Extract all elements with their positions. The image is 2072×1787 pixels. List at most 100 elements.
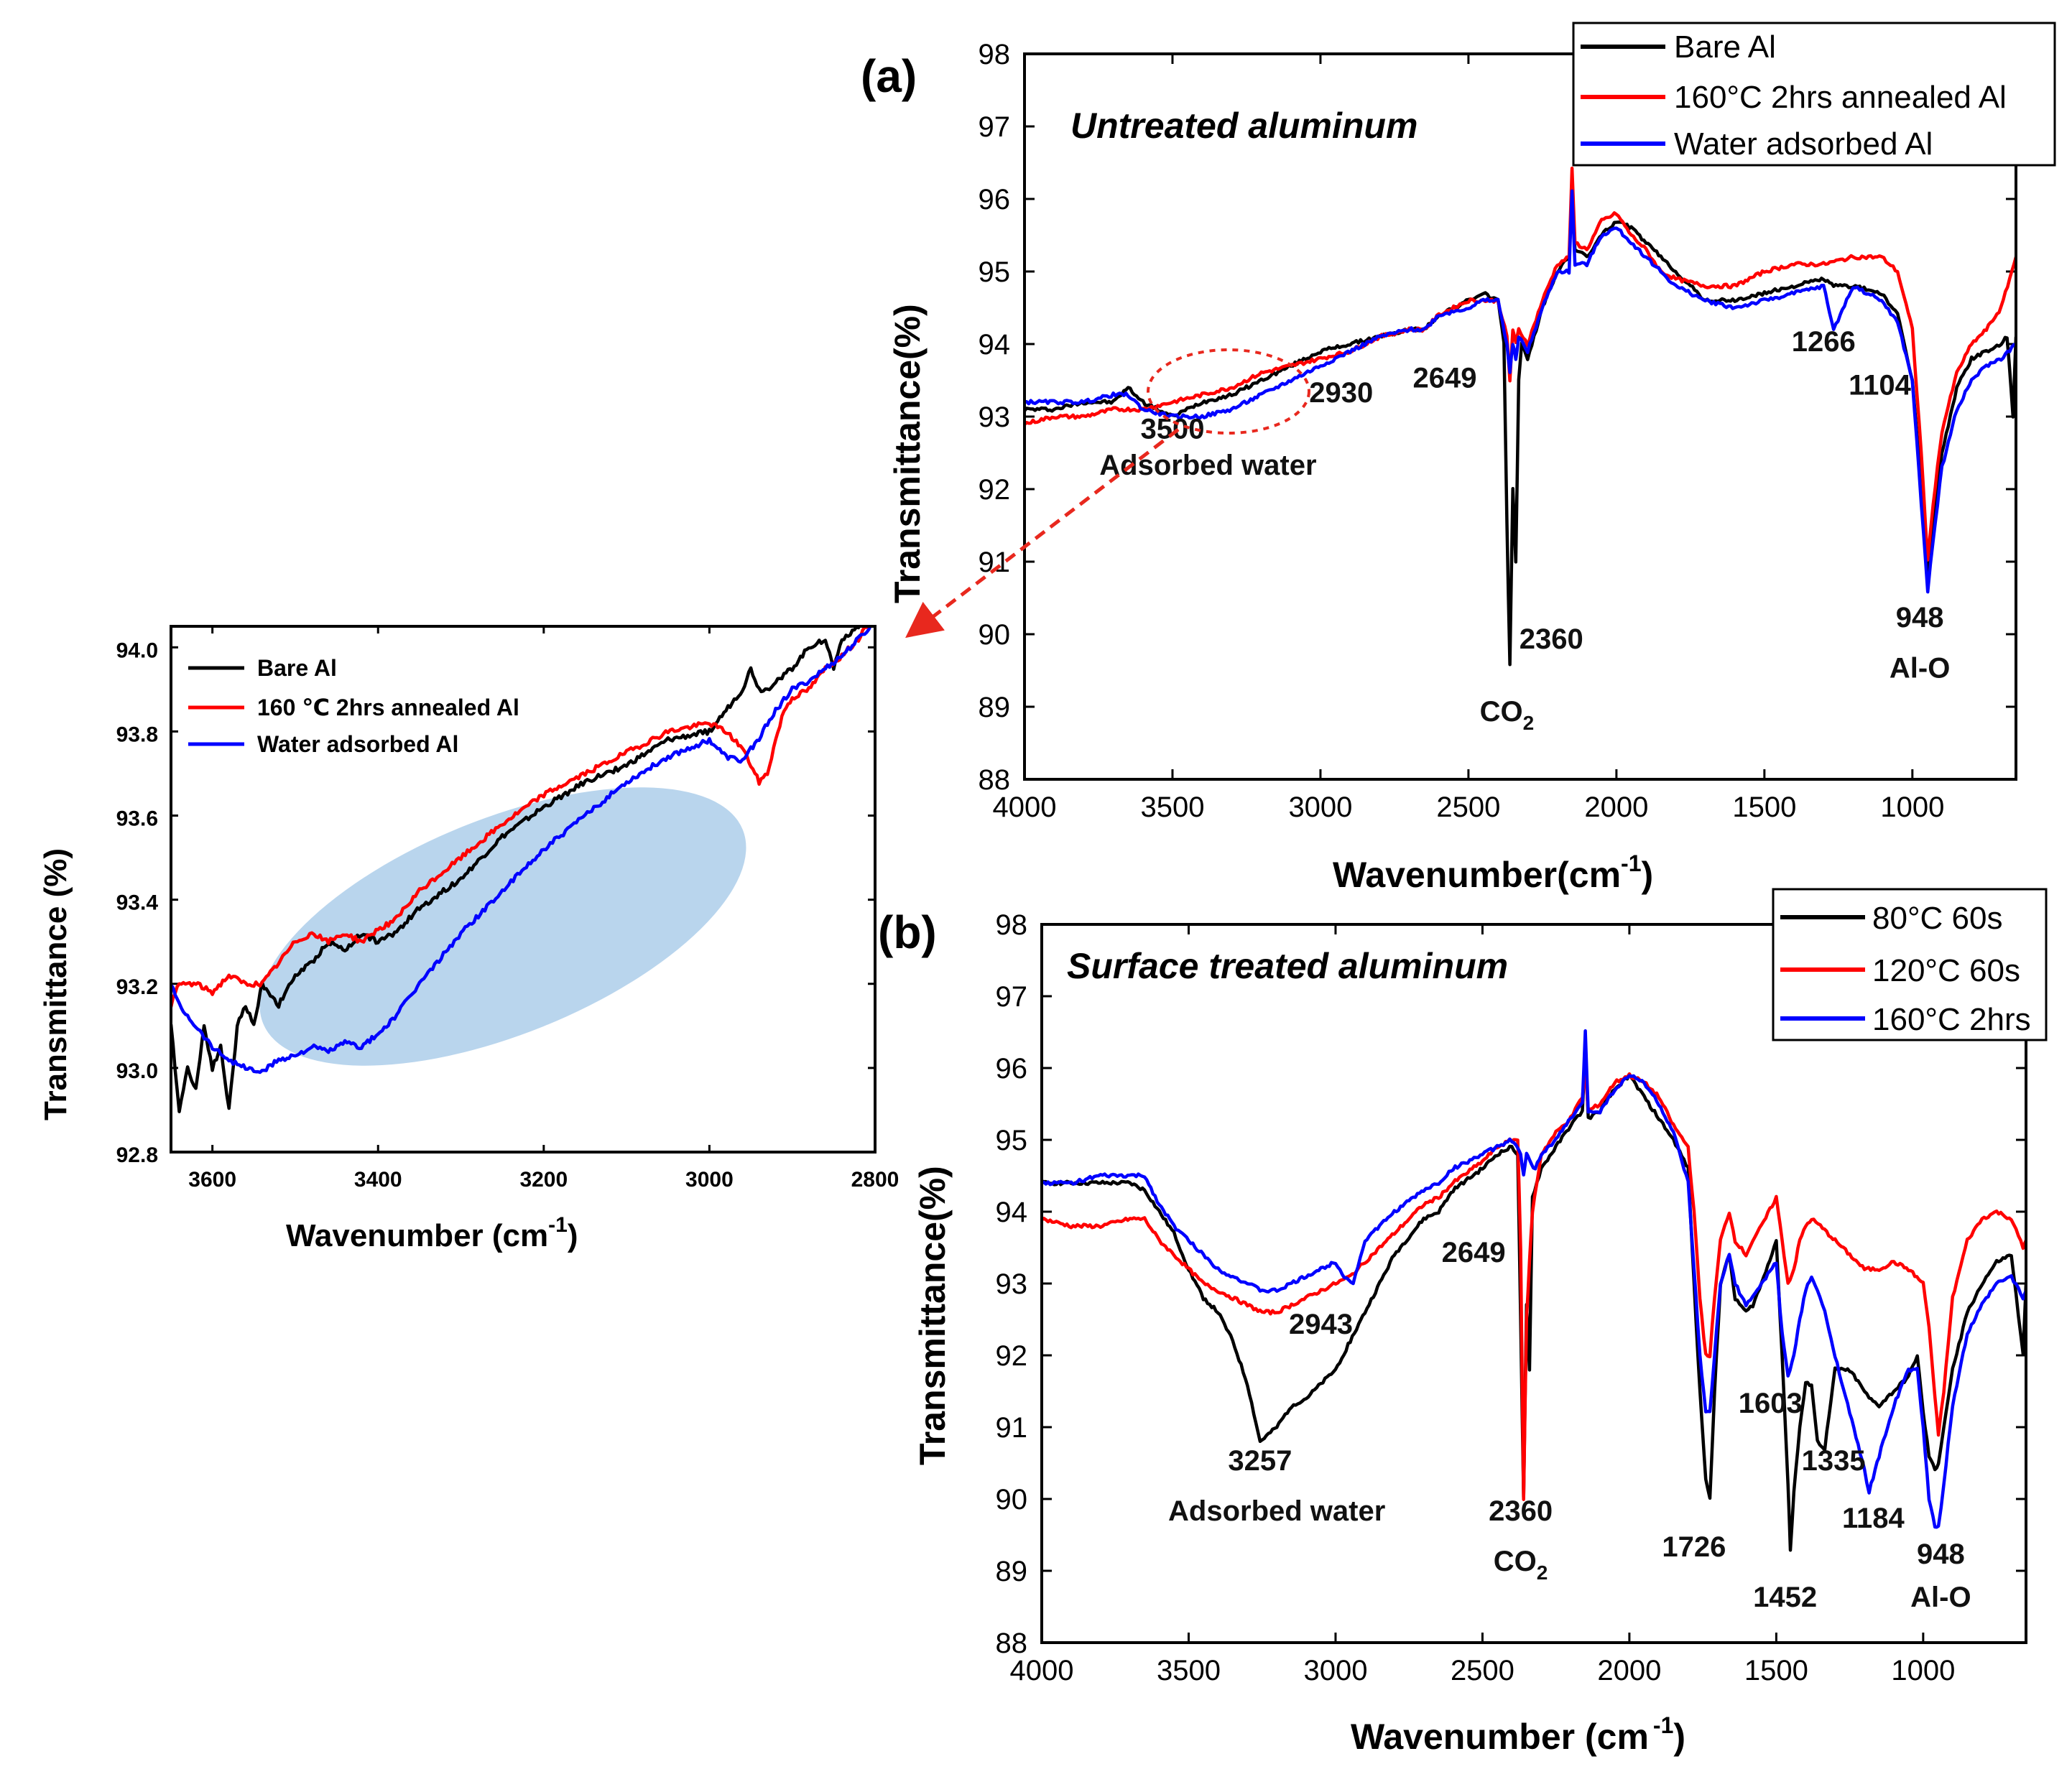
y-tick-label: 97: [979, 111, 1011, 143]
x-tick-label: 2000: [1597, 1655, 1661, 1686]
panel-b-ylabel: Transmittance(%): [912, 1166, 953, 1465]
panel-b-title: Surface treated aluminum: [1067, 946, 1508, 986]
peak-annotation: 1452: [1753, 1582, 1817, 1613]
legend-inset-water: Water adsorbed Al: [257, 731, 458, 757]
zoom-arrow: [905, 428, 1180, 639]
x-tick-label: 2800: [851, 1168, 899, 1192]
y-tick-label: 93: [979, 402, 1011, 433]
y-tick-label: 94: [996, 1197, 1028, 1228]
legend-b-160c: 160°C 2hrs: [1872, 1002, 2031, 1037]
x-tick-label: 3000: [1288, 792, 1352, 823]
co2-annotation: CO2: [1494, 1546, 1548, 1584]
peak-annotation: 3500: [1140, 413, 1204, 445]
co2-subscript: 2: [1523, 712, 1535, 734]
panel-b-annotations: 3257 Adsorbed water 2943 2649 2360 1726 1603 14…: [1168, 1237, 1971, 1613]
peak-annotation: 1603: [1739, 1388, 1803, 1419]
y-tick-label: 92: [996, 1340, 1028, 1372]
legend-b-80c: 80°C 60s: [1872, 901, 2002, 936]
y-tick-label: 93.4: [116, 891, 159, 915]
panel-b-legend: 80°C 60s 120°C 60s 160°C 2hrs: [1772, 888, 2048, 1041]
y-tick-label: 89: [996, 1556, 1028, 1587]
panel-a-legend: Bare Al 160°C 2hrs annealed Al Water ads…: [1572, 22, 2056, 167]
series-line-2: [1025, 189, 2016, 594]
panel-a-label: (a): [861, 50, 917, 102]
peak-annotation: 1184: [1842, 1503, 1905, 1534]
series-line-0: [1042, 1053, 2026, 1552]
peak-annotation: Al-O: [1890, 653, 1950, 684]
series-line-0: [171, 626, 861, 1113]
series-line-1: [1042, 1065, 2026, 1501]
panel-a-series-group: [1025, 166, 2016, 667]
y-tick-label: 96: [979, 184, 1011, 215]
inset-chart: 92.8 93.0 93.2 93.4 93.6 93.8 94.0 3600 3400 3200…: [38, 625, 899, 1253]
inset-highlight-ellipse: [259, 787, 746, 1066]
x-tick-label: 3000: [1303, 1655, 1367, 1686]
panel-a-plot-frame: [1023, 52, 2017, 781]
peak-annotation: 2360: [1520, 623, 1583, 655]
y-tick-label: 91: [996, 1412, 1028, 1444]
x-tick-label: 3500: [1157, 1655, 1221, 1686]
inset-ylabel: Transmittance (%): [38, 848, 73, 1120]
legend-a-water: Water adsorbed Al: [1674, 126, 1933, 162]
legend-b-120c: 120°C 60s: [1872, 953, 2020, 988]
peak-annotation: 1104: [1849, 370, 1912, 402]
panel-b-series-group: [1042, 1029, 2026, 1552]
panel-b-label: (b): [878, 906, 937, 958]
panel-b-xlabel: Wavenumber (cm -1): [1351, 1712, 1685, 1757]
series-line-1: [171, 626, 869, 1008]
co2-subscript: 2: [1537, 1561, 1548, 1584]
inset-plot-frame: [170, 625, 877, 1154]
legend-a-annealed: 160°C 2hrs annealed Al: [1674, 80, 2007, 115]
y-tick-label: 93.0: [116, 1059, 158, 1083]
y-tick-label: 93.2: [116, 975, 158, 999]
peak-annotation: Adsorbed water: [1168, 1495, 1385, 1527]
panel-a-annotations: 3500 Adsorbed water 2930 2649 2360 1266 1104 94…: [1099, 326, 1950, 734]
x-tick-label: 1000: [1880, 792, 1944, 823]
y-tick-label: 95: [979, 256, 1011, 288]
x-tick-label: 4000: [993, 792, 1057, 823]
y-tick-label: 91: [979, 547, 1011, 578]
series-line-2: [171, 626, 872, 1074]
series-line-2: [1042, 1029, 2026, 1529]
inset-legend: Bare Al 160 ℃ 2hrs annealed Al Water ads…: [188, 655, 519, 757]
inset-series-group: [171, 626, 872, 1113]
series-line-1: [1025, 166, 2016, 562]
co2-text: CO: [1494, 1546, 1537, 1577]
x-tick-label: 3500: [1140, 792, 1204, 823]
y-tick-label: 95: [996, 1125, 1028, 1156]
y-tick-label: 92: [979, 474, 1011, 506]
panel-a-axes: 88 89 90 91 92 93 94 95 96 97 98 4000 3500 3000 2500 20…: [979, 39, 2016, 823]
peak-annotation: 948: [1896, 602, 1944, 633]
panel-b-chart: (b) Surface treated aluminum 88 89 90 91 92 9…: [878, 888, 2048, 1757]
y-tick-label: 88: [979, 764, 1011, 796]
x-tick-label: 2500: [1436, 792, 1500, 823]
series-line-0: [1025, 197, 2016, 667]
peak-annotation: Adsorbed water: [1099, 450, 1316, 481]
panel-a-ylabel: Transmittance(%): [887, 304, 928, 603]
legend-inset-bare-al: Bare Al: [257, 655, 337, 681]
x-tick-label: 1500: [1732, 792, 1796, 823]
peak-annotation: 2649: [1412, 363, 1476, 394]
panel-a-highlight-circle: [1147, 348, 1310, 435]
x-tick-label: 4000: [1010, 1655, 1074, 1686]
peak-annotation: 2360: [1489, 1495, 1553, 1527]
panel-b-plot-frame: [1040, 923, 2027, 1644]
y-tick-label: 93.6: [116, 807, 158, 831]
x-tick-label: 2500: [1451, 1655, 1514, 1686]
panel-a-chart: (a) Untreated aluminum 88 89 90 91 92 93 94 95 9…: [861, 22, 2056, 895]
peak-annotation: 948: [1917, 1538, 1965, 1570]
peak-annotation: 1726: [1662, 1531, 1726, 1563]
x-tick-label: 3600: [188, 1168, 236, 1192]
x-tick-label: 3200: [519, 1168, 568, 1192]
peak-annotation: 2943: [1289, 1309, 1353, 1340]
co2-text: CO: [1480, 696, 1523, 728]
y-tick-label: 93.8: [116, 723, 158, 746]
panel-a-xlabel: Wavenumber(cm-1): [1333, 850, 1653, 895]
x-tick-label: 2000: [1584, 792, 1648, 823]
y-tick-label: 97: [996, 981, 1028, 1013]
y-tick-label: 90: [979, 619, 1011, 651]
peak-annotation: 1266: [1792, 326, 1856, 358]
legend-inset-annealed: 160 ℃ 2hrs annealed Al: [257, 695, 519, 720]
y-tick-label: 88: [996, 1628, 1028, 1659]
